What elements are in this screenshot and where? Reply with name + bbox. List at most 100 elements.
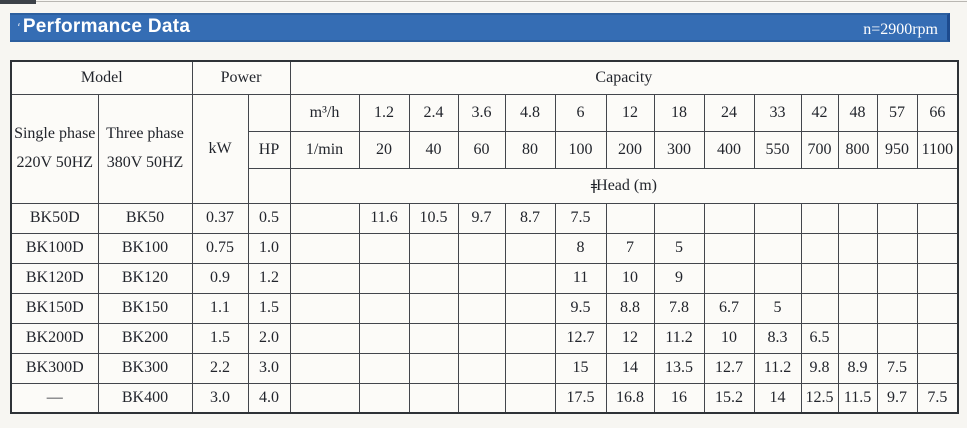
kw-value-cell: 2.2 <box>191 352 249 384</box>
head-value-cell <box>457 322 506 354</box>
head-value-cell: 8.3 <box>753 322 802 354</box>
single-phase-header: Single phase 220V 50HZ <box>10 93 99 204</box>
head-value-cell <box>358 262 410 294</box>
head-value-cell <box>408 352 459 384</box>
head-value-cell <box>457 262 506 294</box>
head-value-cell <box>876 232 918 264</box>
three-phase-header: Three phase 380V 50HZ <box>97 93 193 204</box>
head-value-cell <box>837 322 878 354</box>
flow-m3h-row: Single phase 220V 50HZ Three phase 380V … <box>10 93 959 204</box>
model-three-phase-cell: BK400 <box>97 382 193 414</box>
model-three-phase-cell: BK150 <box>97 292 193 324</box>
head-value-cell <box>837 292 878 324</box>
head-value-cell: 5 <box>653 232 705 264</box>
hp-value-cell: 4.0 <box>247 382 291 414</box>
head-value-cell: 7.5 <box>916 382 959 414</box>
head-value-cell <box>916 292 959 324</box>
model-three-phase-cell: BK200 <box>97 322 193 354</box>
head-value-cell: 17.5 <box>554 382 607 414</box>
model-three-phase-cell: BK300 <box>97 352 193 384</box>
head-value-cell: 5 <box>753 292 802 324</box>
rated-speed-label: n=2900rpm <box>863 21 938 38</box>
model-three-phase-cell: BK100 <box>97 232 193 264</box>
m3h-value: 3.6 <box>457 93 506 132</box>
cjk-artifact-glyph: ǂ <box>590 177 598 194</box>
head-value-cell <box>504 322 556 354</box>
m3h-value: 33 <box>753 93 802 132</box>
m3h-value: 18 <box>653 93 705 132</box>
lmin-value: 950 <box>876 130 918 169</box>
head-value-cell <box>408 382 459 414</box>
head-value-cell <box>457 352 506 384</box>
m3h-value: 2.4 <box>408 93 459 132</box>
kw-value-cell: 0.37 <box>191 202 249 234</box>
head-value-cell <box>408 322 459 354</box>
head-unit-cell: ǂHead (m) <box>289 167 959 204</box>
head-value-cell <box>457 382 506 414</box>
head-value-cell <box>800 232 839 264</box>
head-value-cell <box>876 292 918 324</box>
lmin-value: 40 <box>408 130 459 169</box>
head-value-cell: 7.5 <box>876 352 918 384</box>
head-value-cell <box>457 232 506 264</box>
head-value-cell <box>837 202 878 234</box>
model-three-phase-cell: BK50 <box>97 202 193 234</box>
head-value-cell <box>916 352 959 384</box>
head-value-cell <box>800 292 839 324</box>
head-value-cell: 6.5 <box>800 322 839 354</box>
head-value-cell: 14 <box>605 352 655 384</box>
head-value-cell <box>408 292 459 324</box>
kw-value-cell: 0.9 <box>191 262 249 294</box>
kw-header: kW <box>191 93 249 204</box>
head-value-cell: 16 <box>653 382 705 414</box>
m3h-value: 6 <box>554 93 607 132</box>
title-bar: ʻ Performance Data n=2900rpm <box>10 13 950 42</box>
head-value-cell: 9.7 <box>876 382 918 414</box>
head-value-cell <box>358 322 410 354</box>
scan-artifact-tick: ʻ <box>17 20 21 35</box>
head-value-cell: 16.8 <box>605 382 655 414</box>
head-value-cell <box>358 352 410 384</box>
head-value-cell: 7.8 <box>653 292 705 324</box>
head-value-cell <box>653 202 705 234</box>
head-value-cell <box>358 292 410 324</box>
head-value-cell: 12.7 <box>554 322 607 354</box>
model-header: Model <box>10 60 193 95</box>
lmin-value: 200 <box>605 130 655 169</box>
model-three-phase-cell: BK120 <box>97 262 193 294</box>
capacity-header: Capacity <box>289 60 959 95</box>
model-single-phase-cell: BK300D <box>10 352 99 384</box>
hp-spacer-bottom <box>247 167 291 204</box>
hp-header: HP <box>247 130 291 169</box>
m3h-value: 12 <box>605 93 655 132</box>
head-value-cell <box>504 292 556 324</box>
head-value-cell: 8.9 <box>837 352 878 384</box>
three-phase-line2: 380V 50HZ <box>106 153 184 171</box>
head-value-cell: 12.5 <box>800 382 839 414</box>
three-phase-line1: Three phase <box>106 124 184 142</box>
unit-spacer-cell <box>289 262 360 294</box>
lmin-value: 800 <box>837 130 878 169</box>
single-phase-line2: 220V 50HZ <box>16 153 94 171</box>
head-value-cell <box>876 322 918 354</box>
lmin-value: 100 <box>554 130 607 169</box>
head-value-cell <box>753 262 802 294</box>
head-value-cell: 15 <box>554 352 607 384</box>
model-single-phase-cell: BK100D <box>10 232 99 264</box>
head-value-cell: 11.2 <box>653 322 705 354</box>
head-value-cell <box>408 232 459 264</box>
pump-data-row: BK50D BK50 0.37 0.5 11.6 10.5 9.7 8.7 7.5 <box>10 202 959 234</box>
head-value-cell <box>876 202 918 234</box>
unit-spacer-cell <box>289 232 360 264</box>
kw-value-cell: 0.75 <box>191 232 249 264</box>
head-value-cell: 13.5 <box>653 352 705 384</box>
unit-spacer-cell <box>289 352 360 384</box>
head-value-cell: 9.8 <box>800 352 839 384</box>
lmin-value: 400 <box>703 130 755 169</box>
unit-spacer-cell <box>289 322 360 354</box>
head-value-cell: 9 <box>653 262 705 294</box>
head-value-cell <box>916 202 959 234</box>
pump-data-row: BK300D BK300 2.2 3.0 15 14 13.5 12.7 11.2 9.8 8.9 7… <box>10 352 959 384</box>
head-value-cell <box>916 262 959 294</box>
flow-lmin-row: HP 1/min 20 40 60 80 100 200 300 400 550… <box>11 130 959 169</box>
